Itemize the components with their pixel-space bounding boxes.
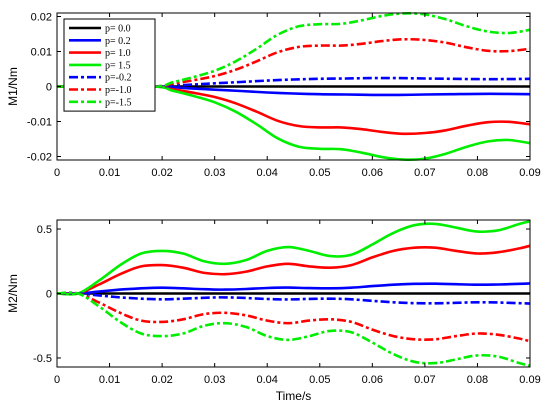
- y-tick-label: 0: [46, 82, 52, 94]
- series-line-0-3: [56, 84, 531, 162]
- y-tick-label: -0.02: [27, 152, 52, 164]
- legend-entry: p= 1.0: [105, 48, 131, 59]
- legend-entry: p=-1.5: [105, 97, 131, 108]
- y-tick-label: 0: [46, 289, 52, 301]
- series-line-1-1: [56, 282, 531, 295]
- x-tick-label: 0.04: [257, 167, 278, 179]
- y-tick-label: 0.02: [31, 12, 52, 24]
- y-axis-label: M1/Nm: [6, 67, 20, 106]
- x-tick-label: 0.06: [362, 167, 383, 179]
- legend-entry: p=-1.0: [105, 85, 131, 96]
- x-tick-label: 0: [54, 374, 60, 386]
- x-tick-label: 0.02: [151, 374, 172, 386]
- x-tick-label: 0.01: [99, 374, 120, 386]
- x-tick-label: 0.05: [309, 167, 330, 179]
- x-tick-label: 0.02: [151, 167, 172, 179]
- x-tick-label: 0.06: [362, 374, 383, 386]
- series-line-1-4: [56, 292, 531, 305]
- series-line-0-1: [56, 85, 531, 97]
- y-tick-label: 0.5: [37, 224, 52, 236]
- x-tick-label: 0.01: [99, 167, 120, 179]
- m1-panel: 0 0.01 0.02 0.03 0.04 0.05 0.06 0.07 0.08 0.09 -0.…: [6, 12, 541, 180]
- series-line-0-2: [56, 84, 531, 136]
- series-line-1-2: [56, 244, 531, 296]
- legend-entry: p= 0.0: [105, 24, 131, 35]
- y-tick-label: -0.5: [33, 353, 52, 365]
- x-tick-label: 0.03: [204, 167, 225, 179]
- x-axis-label: Time/s: [276, 389, 312, 403]
- legend: p= 0.0p= 0.2p= 1.0p= 1.5 p=-0.2p=-1.0p=-1…: [63, 18, 156, 112]
- x-tick-label: 0.08: [467, 374, 488, 386]
- legend-entry: p=-0.2: [105, 73, 131, 84]
- y-tick-label: 0.01: [31, 47, 52, 59]
- legend-entry: p= 0.2: [105, 36, 131, 47]
- x-tick-label: 0.07: [414, 167, 435, 179]
- series-line-0-6: [56, 11, 531, 89]
- x-tick-label: 0.07: [414, 374, 435, 386]
- x-tick-label: 0.09: [519, 167, 540, 179]
- series-line-0-5: [56, 37, 531, 89]
- x-tick-label: 0.03: [204, 374, 225, 386]
- m2-panel: 0 0.01 0.02 0.03 0.04 0.05 0.06 0.07 0.08 0.09 -0.…: [6, 219, 541, 403]
- legend-entry: p= 1.5: [105, 60, 131, 71]
- x-tick-label: 0.04: [257, 374, 278, 386]
- x-tick-label: 0.08: [467, 167, 488, 179]
- x-tick-label: 0: [54, 167, 60, 179]
- series-line-1-3: [56, 220, 531, 296]
- x-tick-label: 0.05: [309, 374, 330, 386]
- y-axis-label: M2/Nm: [6, 274, 20, 313]
- y-tick-label: -0.01: [27, 117, 52, 129]
- series-line-0-4: [56, 76, 531, 88]
- x-tick-label: 0.09: [519, 374, 540, 386]
- series-line-1-6: [56, 291, 531, 367]
